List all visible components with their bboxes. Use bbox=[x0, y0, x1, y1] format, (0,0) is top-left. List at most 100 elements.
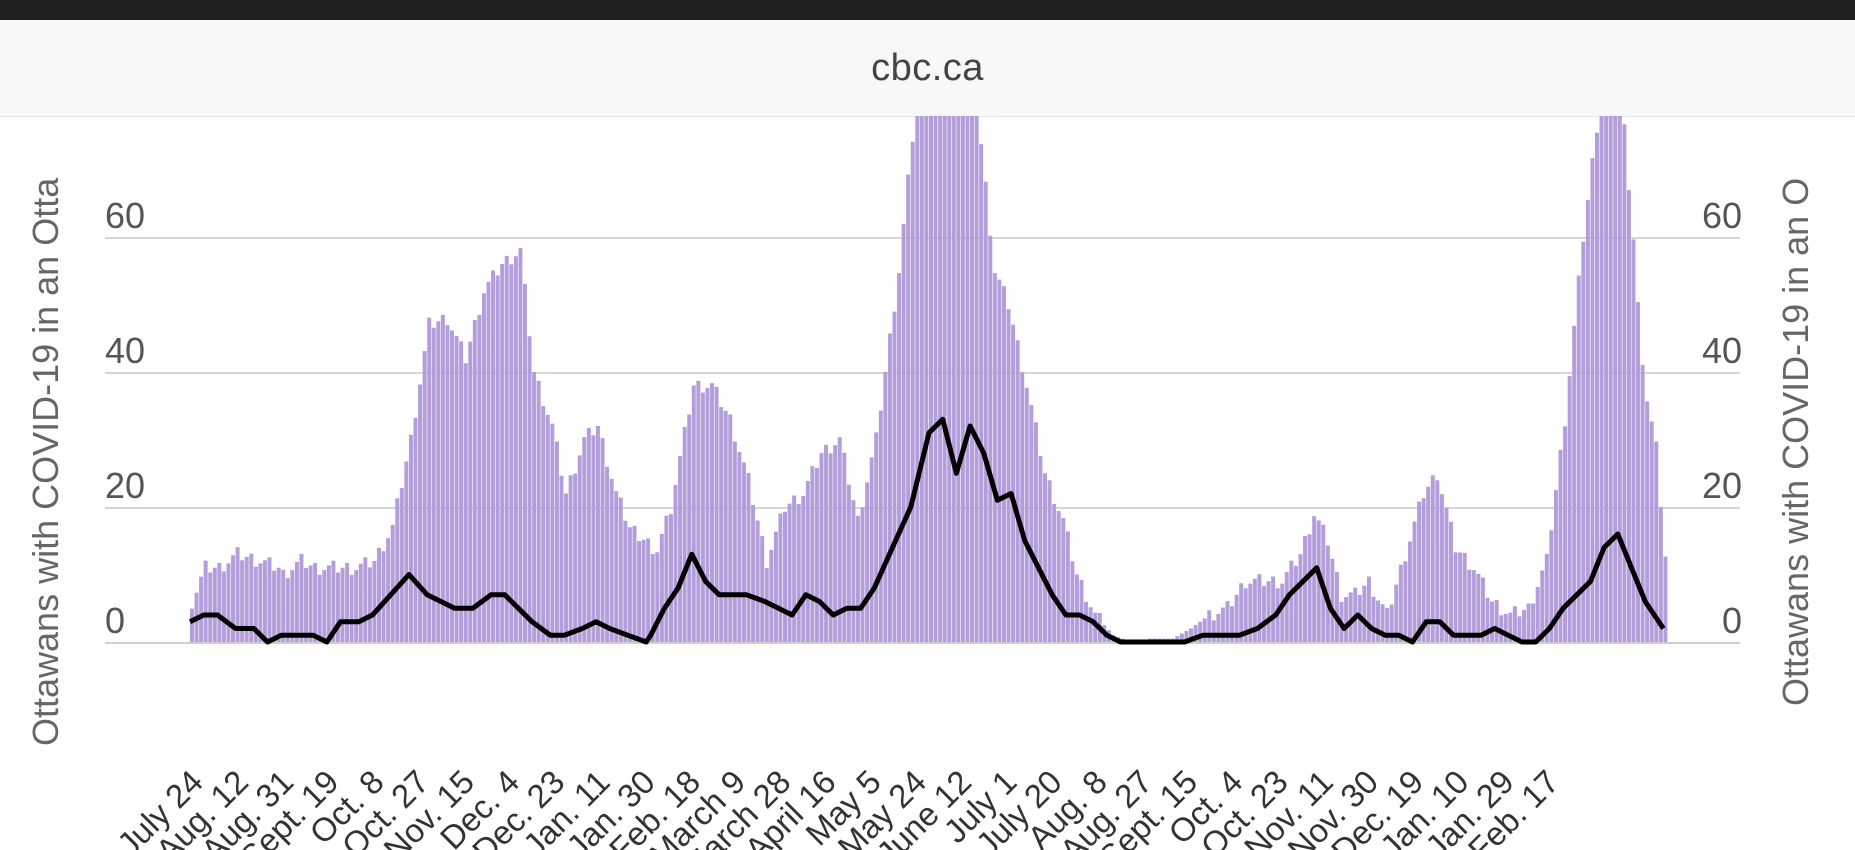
bar bbox=[1348, 592, 1353, 642]
bar bbox=[705, 387, 710, 642]
bar bbox=[741, 462, 746, 642]
bar bbox=[495, 275, 500, 642]
bar bbox=[408, 434, 413, 642]
bar bbox=[454, 335, 459, 642]
bar bbox=[345, 563, 350, 642]
bar bbox=[440, 314, 445, 642]
bar bbox=[1608, 116, 1613, 642]
bar bbox=[1658, 507, 1663, 642]
bar bbox=[550, 423, 555, 642]
bar bbox=[249, 553, 254, 642]
bar bbox=[199, 576, 204, 642]
bar bbox=[335, 572, 340, 642]
bar bbox=[1631, 239, 1636, 643]
bar bbox=[299, 553, 304, 642]
bar bbox=[203, 560, 208, 642]
bar bbox=[285, 578, 290, 642]
bar bbox=[354, 570, 359, 642]
bar bbox=[244, 556, 249, 642]
bar bbox=[714, 386, 719, 642]
bar bbox=[1389, 604, 1394, 642]
bar bbox=[395, 498, 400, 642]
bar bbox=[997, 279, 1002, 642]
bar bbox=[1430, 475, 1435, 642]
bar bbox=[947, 116, 952, 642]
bar bbox=[751, 504, 756, 642]
bar bbox=[837, 437, 842, 642]
bar bbox=[212, 567, 217, 642]
y-tick-left-60: 60 bbox=[105, 195, 145, 236]
bar bbox=[418, 384, 423, 642]
bar bbox=[217, 563, 222, 642]
bar bbox=[664, 515, 669, 642]
bar bbox=[1047, 480, 1052, 642]
bar bbox=[1663, 556, 1668, 642]
bar bbox=[1654, 441, 1659, 642]
bar bbox=[591, 435, 596, 642]
bar bbox=[988, 235, 993, 642]
y-tick-left-40: 40 bbox=[105, 330, 145, 371]
bar bbox=[253, 566, 258, 642]
bar bbox=[1307, 534, 1312, 642]
bar bbox=[491, 270, 496, 642]
bar bbox=[486, 281, 491, 642]
bar bbox=[605, 466, 610, 642]
bar bbox=[956, 116, 961, 642]
bar bbox=[1435, 480, 1440, 642]
bar bbox=[545, 414, 550, 642]
bar bbox=[1544, 553, 1549, 642]
bar bbox=[673, 485, 678, 642]
bar bbox=[1595, 132, 1599, 642]
bar bbox=[874, 432, 879, 642]
bar bbox=[1043, 473, 1048, 642]
bar bbox=[614, 491, 619, 642]
bar bbox=[1471, 570, 1476, 642]
bar bbox=[331, 560, 336, 642]
bar bbox=[1362, 585, 1367, 642]
bar bbox=[281, 569, 286, 642]
bar bbox=[1645, 401, 1650, 642]
bar bbox=[1065, 531, 1070, 642]
bar bbox=[682, 427, 687, 642]
bar bbox=[924, 116, 929, 642]
bar bbox=[1535, 586, 1540, 642]
bar bbox=[1216, 613, 1221, 642]
bar bbox=[1198, 621, 1203, 642]
bar bbox=[1243, 588, 1248, 642]
bar bbox=[1175, 636, 1180, 642]
bar bbox=[1640, 364, 1645, 642]
bar bbox=[431, 327, 436, 642]
bar bbox=[678, 456, 683, 642]
bar bbox=[1398, 564, 1403, 642]
bar bbox=[1503, 613, 1508, 642]
bar bbox=[1257, 574, 1262, 642]
bar bbox=[1334, 572, 1339, 642]
bar bbox=[737, 451, 742, 642]
y-axis-ticks: 002020404060608080 bbox=[105, 195, 1742, 641]
bar bbox=[1015, 340, 1020, 642]
bar bbox=[938, 116, 943, 642]
bar bbox=[728, 414, 733, 642]
bar bbox=[1271, 576, 1276, 642]
bar bbox=[468, 341, 473, 642]
bar bbox=[1585, 199, 1590, 642]
bar bbox=[846, 484, 851, 642]
bar bbox=[445, 325, 450, 642]
bar bbox=[796, 503, 801, 642]
bar bbox=[258, 563, 263, 642]
bar bbox=[235, 547, 240, 642]
address-bar[interactable]: cbc.ca bbox=[0, 20, 1855, 117]
bar bbox=[1280, 583, 1285, 642]
bar bbox=[1421, 498, 1426, 642]
bar bbox=[294, 562, 299, 642]
bar bbox=[623, 520, 628, 642]
bar bbox=[1613, 116, 1618, 642]
bar bbox=[700, 392, 705, 642]
line-series bbox=[188, 416, 1666, 645]
bar bbox=[1344, 597, 1349, 642]
bar bbox=[1239, 583, 1244, 642]
bar bbox=[819, 453, 824, 642]
bar bbox=[1211, 620, 1216, 642]
y-tick-right-40: 40 bbox=[1702, 330, 1742, 371]
bar bbox=[769, 549, 774, 642]
